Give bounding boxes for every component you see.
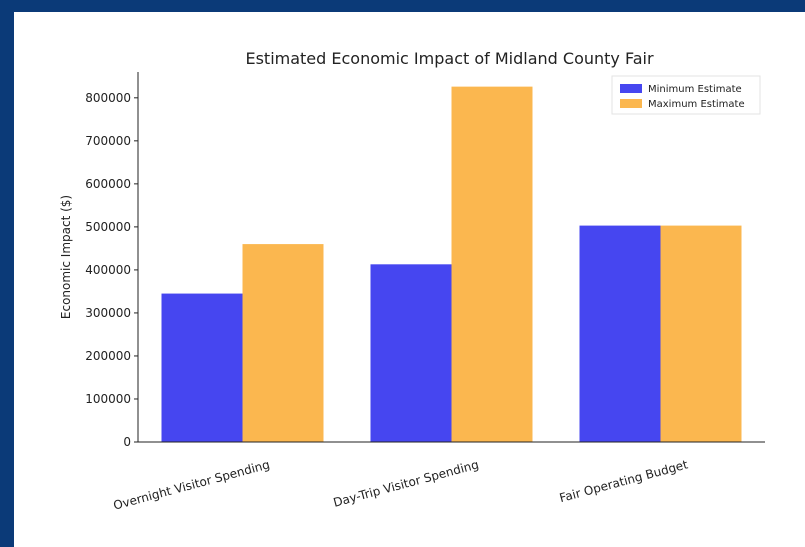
y-tick-label: 200000 <box>85 349 131 363</box>
x-category-label: Overnight Visitor Spending <box>112 457 272 512</box>
bar-chart: Estimated Economic Impact of Midland Cou… <box>59 49 765 513</box>
y-tick-label: 300000 <box>85 306 131 320</box>
y-tick-label: 600000 <box>85 177 131 191</box>
bar-minimum-1 <box>370 264 452 442</box>
y-tick-label: 700000 <box>85 134 131 148</box>
x-axis-categories: Overnight Visitor Spending Day-Trip Visit… <box>112 457 690 512</box>
chart-frame: Estimated Economic Impact of Midland Cou… <box>14 12 805 547</box>
bar-minimum-2 <box>579 225 661 442</box>
y-tick-label: 400000 <box>85 263 131 277</box>
bar-maximum-0 <box>242 244 324 442</box>
x-category-label: Day-Trip Visitor Spending <box>332 457 481 509</box>
legend-label: Maximum Estimate <box>648 99 745 110</box>
bar-minimum-0 <box>161 293 243 442</box>
chart-title: Estimated Economic Impact of Midland Cou… <box>245 49 653 68</box>
legend: Minimum Estimate Maximum Estimate <box>611 75 761 115</box>
legend-swatch <box>620 99 642 108</box>
bar-maximum-1 <box>451 86 533 443</box>
bars <box>161 86 742 443</box>
legend-swatch <box>620 84 642 93</box>
y-tick-label: 500000 <box>85 220 131 234</box>
y-tick-label: 800000 <box>85 91 131 105</box>
legend-label: Minimum Estimate <box>648 84 742 95</box>
y-axis-label: Economic Impact ($) <box>59 195 73 319</box>
x-category-label: Fair Operating Budget <box>558 457 690 505</box>
y-tick-label: 100000 <box>85 392 131 406</box>
y-tick-label: 0 <box>123 435 131 449</box>
y-axis-ticks: 0 100000 200000 300000 400000 500000 600000 700… <box>85 91 138 449</box>
bar-maximum-2 <box>660 225 742 442</box>
